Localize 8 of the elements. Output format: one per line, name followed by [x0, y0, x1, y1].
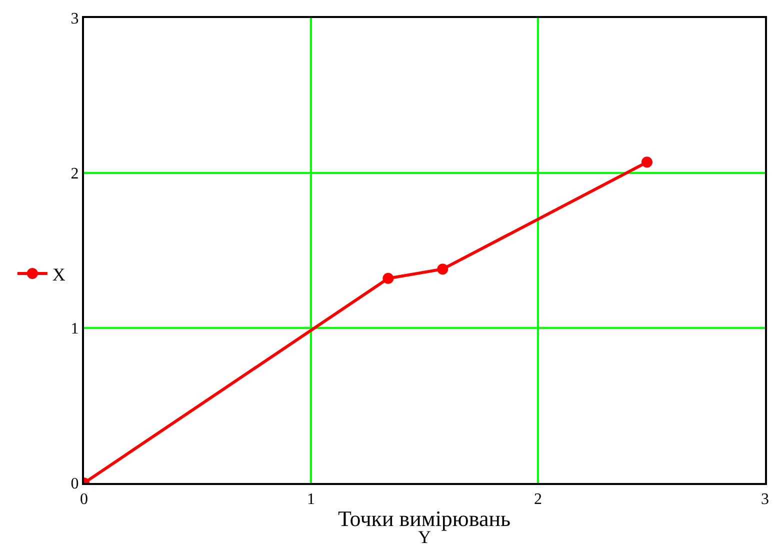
y-tick-label: 2 — [70, 166, 79, 183]
y-tick-label: 1 — [70, 320, 79, 338]
x-tick-label: 1 — [307, 491, 315, 508]
x-tick-label: 3 — [761, 491, 769, 508]
legend-label: X — [52, 264, 66, 284]
x-tick-label: 2 — [534, 491, 542, 508]
y-tick-label: 0 — [70, 476, 79, 493]
y-tick-label: 3 — [70, 10, 79, 28]
